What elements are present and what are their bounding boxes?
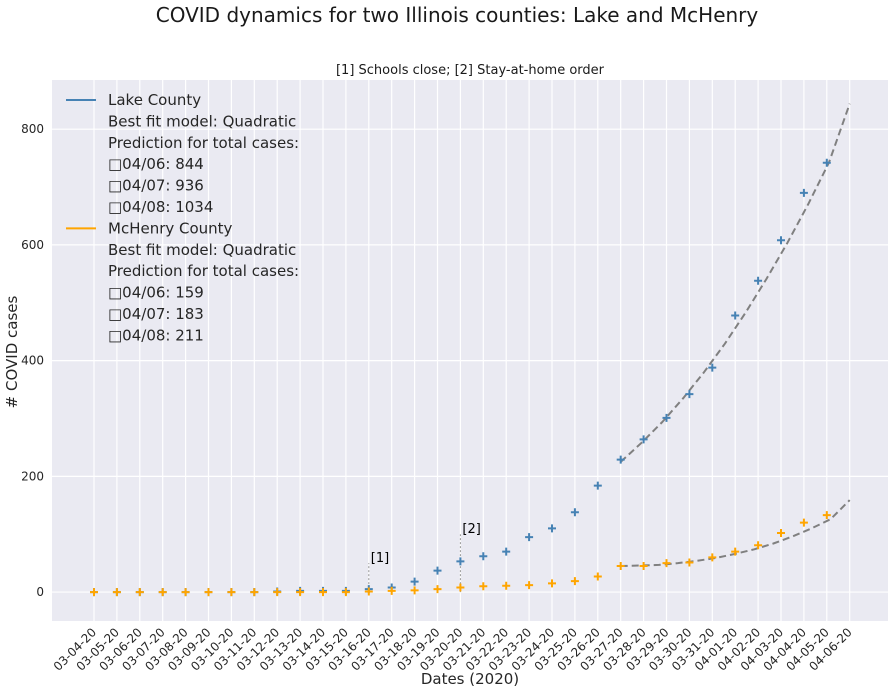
chart-suptitle: COVID dynamics for two Illinois counties… xyxy=(156,3,759,27)
data-point xyxy=(708,553,717,562)
legend-entry: Best fit model: Quadratic xyxy=(108,241,296,259)
legend-entry: Best fit model: Quadratic xyxy=(108,112,296,130)
data-point xyxy=(479,582,488,591)
y-tick-label: 200 xyxy=(21,469,44,483)
chart-title: [1] Schools close; [2] Stay-at-home orde… xyxy=(336,63,605,78)
x-axis-ticks: 03-04-2003-05-2003-06-2003-07-2003-08-20… xyxy=(51,625,855,673)
data-point xyxy=(525,533,534,542)
y-tick-label: 800 xyxy=(21,122,44,136)
y-tick-label: 0 xyxy=(36,585,44,599)
y-axis-ticks: 0 200 400 600 800 xyxy=(21,122,44,599)
data-point xyxy=(319,588,327,597)
data-point xyxy=(112,588,121,597)
data-point xyxy=(364,587,373,596)
data-point xyxy=(90,588,98,597)
data-point xyxy=(685,558,694,567)
data-point xyxy=(548,579,556,588)
data-points xyxy=(90,158,831,597)
data-point xyxy=(731,547,740,556)
data-point xyxy=(456,557,465,566)
data-point xyxy=(822,511,831,520)
y-tick-label: 400 xyxy=(21,354,44,368)
legend-entry: Prediction for total cases: xyxy=(108,134,299,152)
data-point xyxy=(227,588,236,597)
annotation-label: [2] xyxy=(462,522,480,537)
data-point xyxy=(273,588,282,597)
data-point xyxy=(433,566,442,575)
data-point xyxy=(387,586,396,595)
legend-entry: Lake County xyxy=(108,91,201,109)
grid xyxy=(52,80,888,621)
data-point xyxy=(616,455,625,464)
x-axis-label: Dates (2020) xyxy=(421,670,519,688)
data-point xyxy=(616,562,625,571)
data-point xyxy=(204,588,213,597)
data-point xyxy=(296,588,305,597)
annotations: [1] [2] xyxy=(368,522,481,593)
data-point xyxy=(548,524,556,533)
data-point xyxy=(777,236,785,245)
legend-entry: Prediction for total cases: xyxy=(108,262,299,280)
data-point xyxy=(593,481,602,490)
legend-entry: □04/06: 159 xyxy=(108,284,204,302)
data-point xyxy=(410,577,419,586)
data-point xyxy=(639,562,648,571)
fit-curve xyxy=(620,103,851,463)
data-point xyxy=(433,585,442,594)
data-point xyxy=(502,547,511,556)
data-point xyxy=(479,552,488,561)
annotation-label: [1] xyxy=(371,551,389,566)
data-point xyxy=(250,588,259,597)
data-point xyxy=(777,529,785,538)
data-point xyxy=(639,435,648,444)
data-point xyxy=(799,518,808,527)
y-tick-label: 600 xyxy=(21,238,44,252)
data-point xyxy=(685,390,694,399)
data-point xyxy=(181,588,190,597)
data-point xyxy=(731,311,740,320)
data-point xyxy=(662,413,671,422)
data-point xyxy=(135,588,144,597)
data-point xyxy=(799,188,808,197)
legend-entry: □04/06: 844 xyxy=(108,155,204,173)
data-point xyxy=(662,559,671,568)
data-point xyxy=(822,158,831,167)
data-point xyxy=(456,583,465,592)
data-point xyxy=(754,541,763,550)
data-point xyxy=(593,572,602,581)
legend-entry: McHenry County xyxy=(108,219,233,237)
data-point xyxy=(410,586,419,595)
y-axis-label: # COVID cases xyxy=(3,295,21,408)
data-point xyxy=(708,363,717,372)
data-point xyxy=(341,588,350,597)
legend-entry: □04/08: 1034 xyxy=(108,198,213,216)
legend-entry: □04/07: 183 xyxy=(108,305,204,323)
data-point xyxy=(525,581,534,590)
data-point xyxy=(502,581,511,590)
data-point xyxy=(570,577,579,586)
data-point xyxy=(158,588,167,597)
data-point xyxy=(570,508,579,517)
legend-entry: □04/07: 936 xyxy=(108,177,204,195)
legend: Lake County Best fit model: Quadratic Pred… xyxy=(66,91,299,344)
data-point xyxy=(754,276,763,285)
legend-entry: □04/08: 211 xyxy=(108,326,204,344)
plot-area xyxy=(52,80,888,621)
